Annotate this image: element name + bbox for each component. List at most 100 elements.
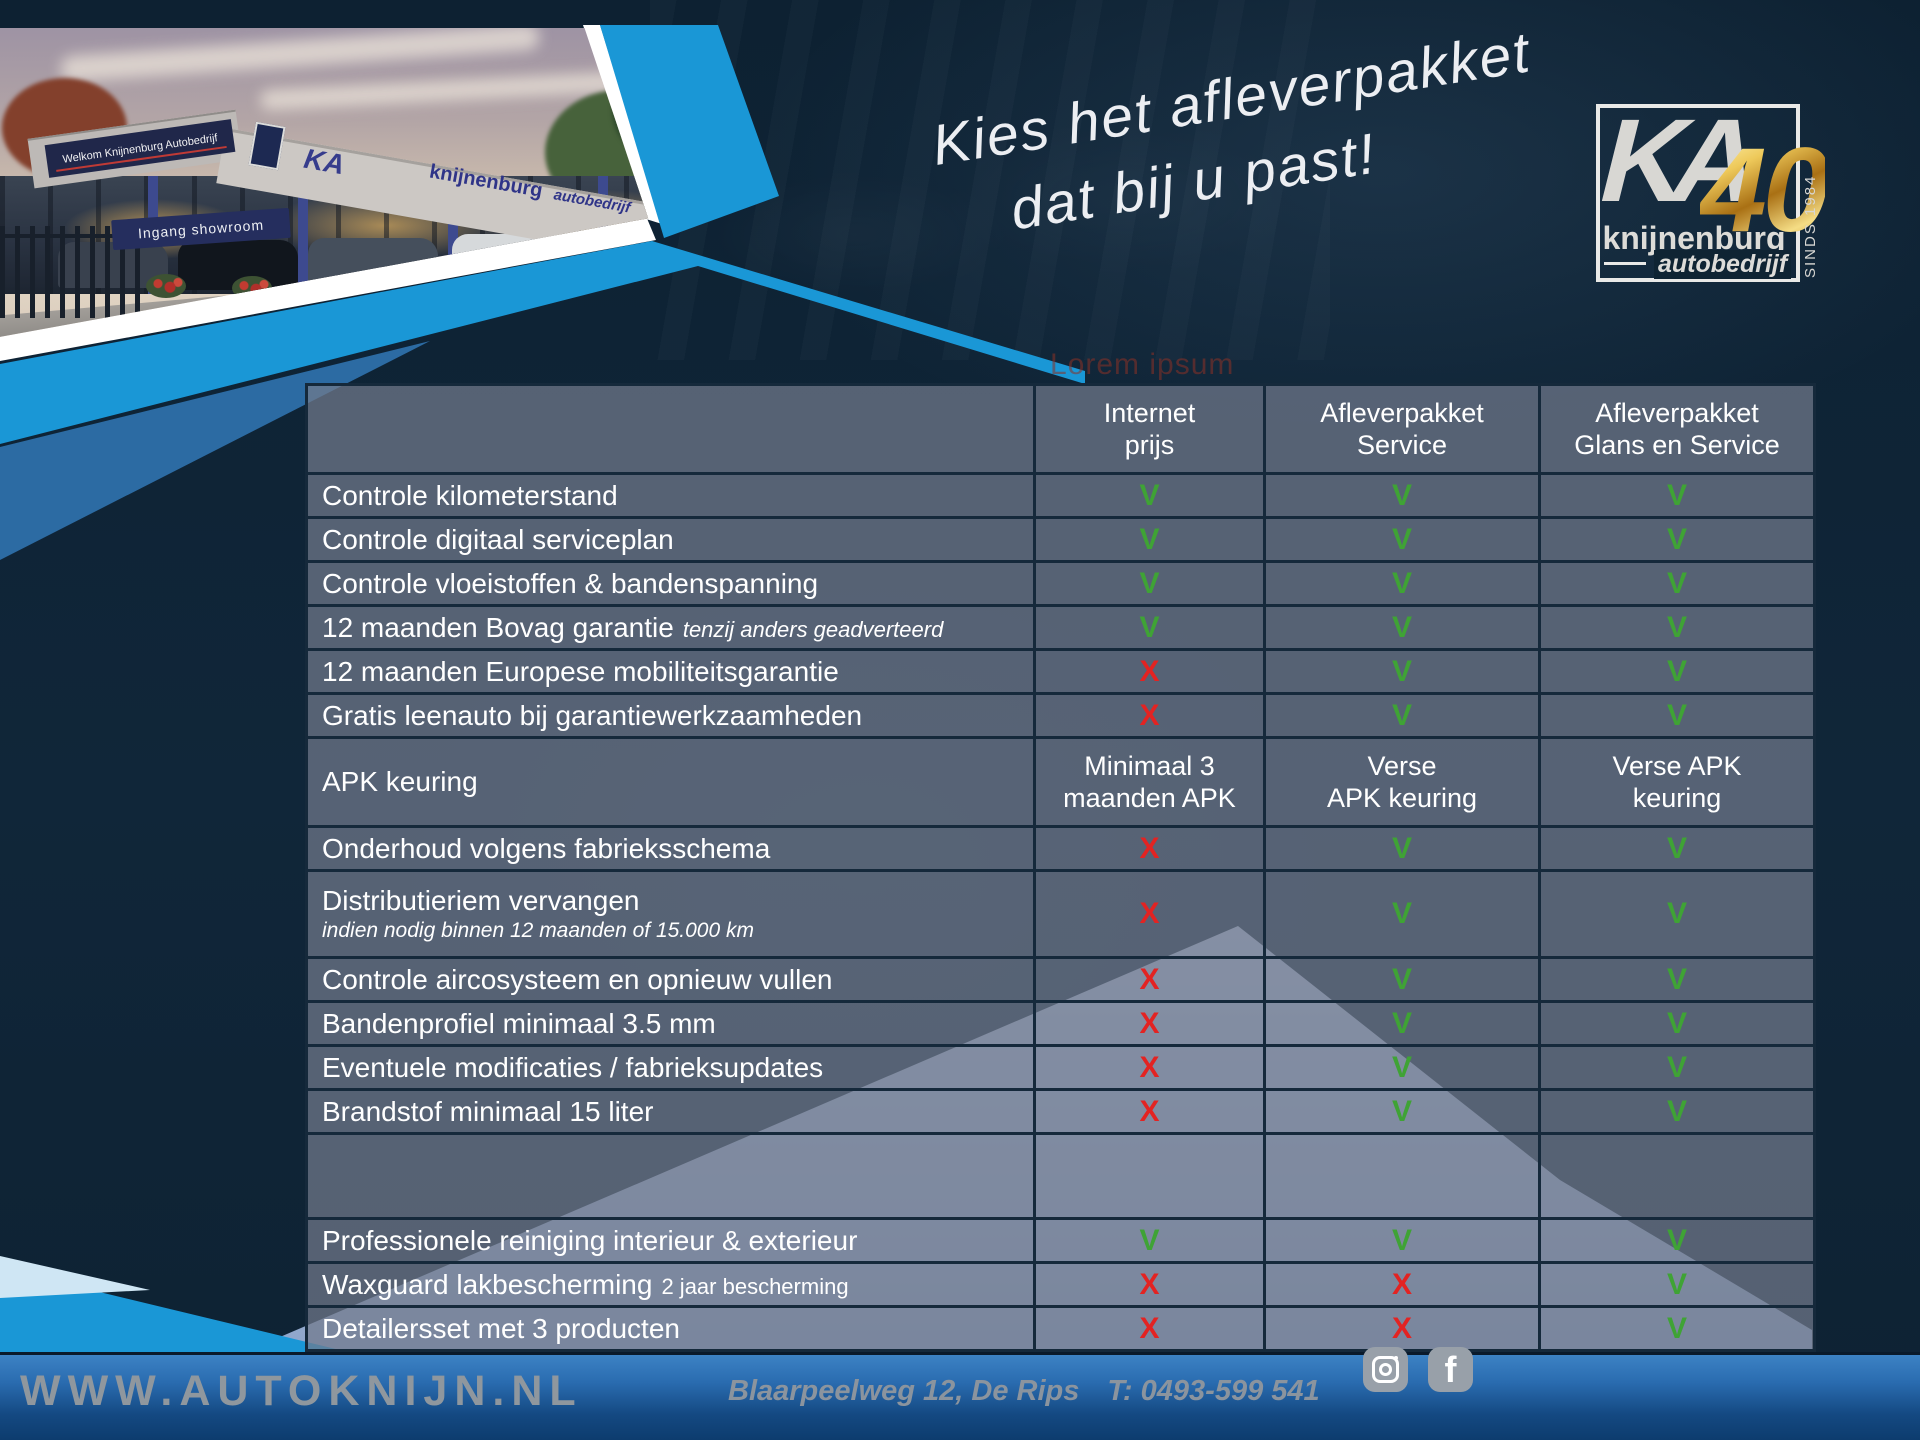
- check-mark: V: [1391, 1094, 1412, 1128]
- table-cell: V: [1541, 1003, 1813, 1044]
- cross-mark: X: [1139, 1311, 1160, 1345]
- table-cell: Brandstof minimaal 15 liter: [308, 1091, 1036, 1132]
- anniversary-40: 40: [1700, 123, 1829, 257]
- check-mark: V: [1391, 1050, 1412, 1084]
- pricing-table: Internet prijs Afleverpakket Service Aflev…: [305, 383, 1816, 1405]
- cross-mark: X: [1139, 1267, 1160, 1301]
- table-cell: X: [1036, 1047, 1266, 1088]
- table-cell: V: [1266, 475, 1541, 516]
- row-label: Distributieriem vervangen: [322, 885, 640, 916]
- table-cell: X: [1036, 1264, 1266, 1305]
- check-mark: V: [1666, 522, 1687, 556]
- table-row: 12 maanden Europese mobiliteitsgarantie X…: [308, 648, 1813, 692]
- table-cell: V: [1036, 519, 1266, 560]
- table-cell: Afleverpakket Service: [1266, 386, 1541, 472]
- entrance-sign-text: Ingang showroom: [137, 216, 265, 242]
- logo-since: SINDS 1984: [1802, 174, 1819, 278]
- check-mark: V: [1666, 962, 1687, 996]
- table-cell: V: [1266, 519, 1541, 560]
- table-row: Brandstof minimaal 15 liter X V V: [308, 1088, 1813, 1132]
- check-mark: V: [1391, 654, 1412, 688]
- table-cell: [1266, 1135, 1541, 1217]
- check-mark: V: [1391, 897, 1412, 930]
- row-label: APK keuring: [322, 766, 478, 797]
- row-label: Bandenprofiel minimaal 3.5 mm: [322, 1007, 716, 1039]
- table-cell: V: [1266, 695, 1541, 736]
- cell-text: Verse APK keuring: [1326, 750, 1478, 813]
- table-cell: [1036, 1135, 1266, 1217]
- check-mark: V: [1391, 831, 1412, 865]
- table-cell: V: [1541, 828, 1813, 869]
- cross-mark: X: [1139, 897, 1160, 930]
- check-mark: V: [1139, 1223, 1160, 1257]
- table-row: 12 maanden Bovag garantie tenzij anders g…: [308, 604, 1813, 648]
- check-mark: V: [1391, 522, 1412, 556]
- table-cell: Professionele reiniging interieur & exte…: [308, 1220, 1036, 1261]
- row-label: Waxguard lakbescherming: [322, 1268, 653, 1300]
- cyan-chevron-band: [0, 241, 1085, 444]
- table-cell: X: [1036, 959, 1266, 1000]
- table-cell: 12 maanden Bovag garantie tenzij anders g…: [308, 607, 1036, 648]
- column-header: Internet prijs: [1103, 397, 1196, 460]
- check-mark: V: [1391, 962, 1412, 996]
- row-label: Controle kilometerstand: [322, 479, 618, 511]
- row-label: Onderhoud volgens fabrieksschema: [322, 832, 771, 864]
- table-cell: V: [1266, 872, 1541, 956]
- table-cell: Internet prijs: [1036, 386, 1266, 472]
- facebook-icon[interactable]: f: [1428, 1347, 1473, 1392]
- row-label: 12 maanden Europese mobiliteitsgarantie: [322, 655, 839, 687]
- table-row: Gratis leenauto bij garantiewerkzaamhede…: [308, 692, 1813, 736]
- website-url[interactable]: WWW.AUTOKNIJN.NL: [20, 1367, 583, 1415]
- check-mark: V: [1666, 698, 1687, 732]
- table-cell: X: [1266, 1308, 1541, 1349]
- cross-mark: X: [1139, 1094, 1160, 1128]
- table-cell: V: [1036, 1220, 1266, 1261]
- table-cell: Eventuele modificaties / fabrieksupdates: [308, 1047, 1036, 1088]
- footer-bar: WWW.AUTOKNIJN.NL Blaarpeelweg 12, De Rip…: [0, 1347, 1920, 1440]
- row-label: Detailersset met 3 producten: [322, 1312, 680, 1344]
- check-mark: V: [1666, 566, 1687, 600]
- table-cell: V: [1266, 651, 1541, 692]
- check-mark: V: [1139, 566, 1160, 600]
- table-cell: Bandenprofiel minimaal 3.5 mm: [308, 1003, 1036, 1044]
- table-cell: Verse APK keuring: [1266, 739, 1541, 825]
- check-mark: V: [1666, 1311, 1687, 1345]
- table-cell: Controle kilometerstand: [308, 475, 1036, 516]
- table-cell: [1541, 1135, 1813, 1217]
- table-cell: V: [1541, 1091, 1813, 1132]
- instagram-icon[interactable]: [1363, 1347, 1408, 1392]
- table-row: Waxguard lakbescherming 2 jaar beschermin…: [308, 1261, 1813, 1305]
- table-cell: Controle digitaal serviceplan: [308, 519, 1036, 560]
- table-cell: X: [1266, 1264, 1541, 1305]
- check-mark: V: [1391, 698, 1412, 732]
- table-cell: V: [1541, 607, 1813, 648]
- table-cell: X: [1036, 651, 1266, 692]
- row-label: Professionele reiniging interieur & exte…: [322, 1224, 858, 1256]
- table-cell: V: [1541, 651, 1813, 692]
- logo-frame: [1596, 104, 1800, 282]
- check-mark: V: [1666, 897, 1687, 930]
- table-cell: V: [1266, 828, 1541, 869]
- cross-mark: X: [1391, 1267, 1412, 1301]
- table-cell: Waxguard lakbescherming 2 jaar beschermin…: [308, 1264, 1036, 1305]
- check-mark: V: [1666, 1094, 1687, 1128]
- table-cell: V: [1541, 872, 1813, 956]
- check-mark: V: [1391, 566, 1412, 600]
- table-row: Controle aircosysteem en opnieuw vullen X…: [308, 956, 1813, 1000]
- watermark-text: Lorem ipsum: [1050, 348, 1235, 381]
- table-cell: X: [1036, 1003, 1266, 1044]
- flower-basket: [146, 274, 186, 298]
- table-row: Bandenprofiel minimaal 3.5 mm X V V: [308, 1000, 1813, 1044]
- check-mark: V: [1391, 1006, 1412, 1040]
- cell-text: Minimaal 3 maanden APK: [1063, 750, 1236, 813]
- address-line: Blaarpeelweg 12, De Rips T: 0493-599 541: [728, 1375, 1320, 1408]
- facebook-f: f: [1444, 1349, 1457, 1390]
- table-cell: X: [1036, 828, 1266, 869]
- table-cell: V: [1541, 1220, 1813, 1261]
- table-row: Eventuele modificaties / fabrieksupdates…: [308, 1044, 1813, 1088]
- table-cell: V: [1266, 607, 1541, 648]
- table-cell: Distributieriem vervangen indien nodig bi…: [308, 872, 1036, 956]
- table-cell: [308, 1135, 1036, 1217]
- table-cell: Minimaal 3 maanden APK: [1036, 739, 1266, 825]
- table-cell: X: [1036, 1091, 1266, 1132]
